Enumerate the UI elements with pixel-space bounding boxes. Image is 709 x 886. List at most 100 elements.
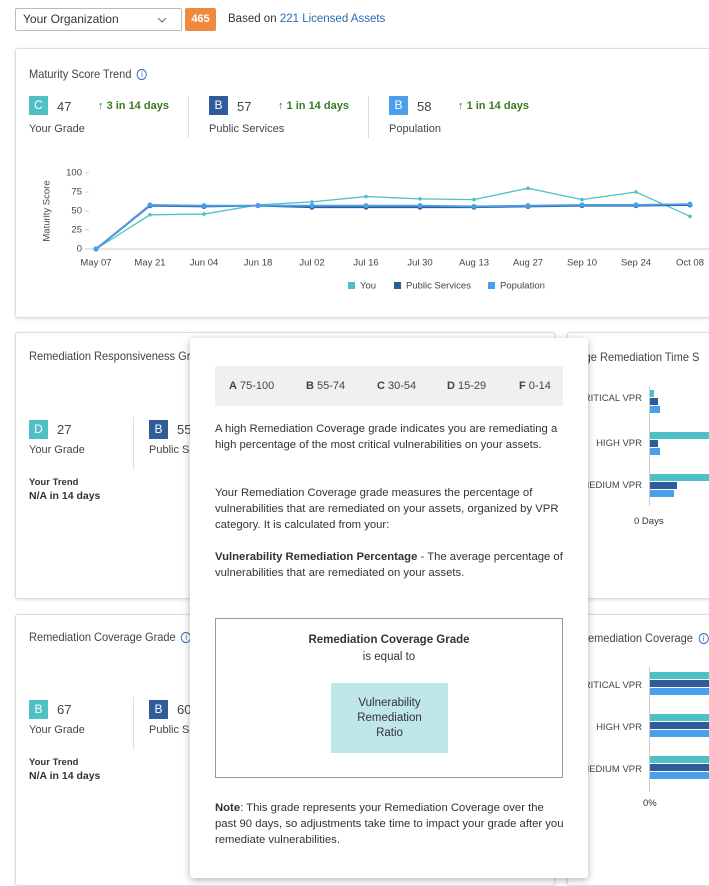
- legend-swatch: [394, 282, 401, 289]
- row-label: MEDIUM VPR: [581, 480, 642, 491]
- separator: [188, 96, 189, 138]
- point: [148, 213, 152, 217]
- point: [93, 246, 99, 252]
- point: [526, 186, 530, 190]
- axis: [649, 386, 650, 506]
- y-tick-label: 50: [71, 206, 82, 217]
- point: [687, 201, 693, 207]
- note-label: Note: [215, 802, 241, 814]
- note: Note: This grade represents your Remedia…: [215, 800, 567, 848]
- formula-sub: is equal to: [362, 651, 416, 663]
- licensed-assets-link[interactable]: 221 Licensed Assets: [279, 13, 386, 25]
- trend-label: Your Trend: [29, 757, 79, 768]
- bar: [650, 672, 709, 679]
- axis-label: 0 Days: [634, 516, 664, 527]
- x-tick-label: Aug 13: [459, 258, 489, 269]
- point: [579, 202, 585, 208]
- bar: [650, 432, 709, 439]
- point: [472, 197, 476, 202]
- grade-letter: C: [377, 380, 385, 392]
- row-label: CRITICAL VPR: [576, 393, 642, 404]
- grade-label: Population: [389, 123, 441, 135]
- axis: [649, 667, 650, 792]
- grade-range-text: 15-29: [458, 380, 487, 392]
- grade-label: Your Grade: [29, 444, 85, 456]
- title-text: Remediation Coverage Grade: [29, 630, 176, 644]
- grade-change: ↑ 3 in 14 days: [98, 100, 169, 112]
- grade-badge: C: [29, 96, 48, 115]
- grade-letter: A: [229, 380, 237, 392]
- maturity-card: [15, 48, 709, 318]
- page: Your Organization 465 Based on 221 Licen…: [15, 8, 709, 886]
- x-tick-label: May 07: [80, 258, 111, 269]
- separator: [133, 417, 134, 469]
- coverage-chart-title: Remediation Coverage i: [580, 631, 709, 645]
- y-tick-label: 75: [71, 187, 82, 198]
- separator: [368, 96, 369, 138]
- bar: [650, 398, 658, 405]
- trend-label: Your Trend: [29, 477, 79, 488]
- series-line: [95, 204, 691, 250]
- trend-value: N/A in 14 days: [29, 490, 101, 502]
- formula-title: Remediation Coverage Grade: [308, 634, 470, 646]
- grade-score: 55: [177, 422, 192, 437]
- bar: [650, 482, 677, 489]
- axis-label: 0%: [643, 798, 657, 809]
- info-icon[interactable]: i: [698, 633, 709, 644]
- point: [418, 197, 422, 201]
- responsiveness-title: Remediation Responsiveness Grade: [29, 349, 209, 363]
- grade-change: ↑ 1 in 14 days: [458, 100, 529, 112]
- grade-score: 57: [237, 99, 252, 114]
- bar: [650, 448, 660, 455]
- asset-badge: 465: [185, 8, 216, 31]
- org-select[interactable]: Your Organization: [15, 8, 182, 31]
- x-tick-label: Jul 30: [407, 258, 432, 269]
- bar: [650, 474, 709, 481]
- y-tick-label: 25: [71, 225, 82, 236]
- legend-swatch: [488, 282, 495, 289]
- point: [201, 203, 207, 209]
- info-icon[interactable]: i: [136, 69, 148, 80]
- maturity-title: Maturity Score Trend i: [29, 67, 148, 81]
- grade-letter: B: [306, 380, 314, 392]
- grade-badge: B: [149, 700, 168, 719]
- point: [580, 197, 584, 202]
- point: [525, 203, 531, 209]
- change-text: 1 in 14 days: [286, 100, 349, 112]
- paragraph: Your Remediation Coverage grade measures…: [215, 487, 559, 531]
- coverage-chart-card: Remediation Coverage i CRITICAL VPR HIGH …: [567, 614, 709, 886]
- grade-badge: B: [29, 700, 48, 719]
- grade-label: Public Services: [209, 123, 285, 135]
- change-text: 3 in 14 days: [106, 100, 169, 112]
- row-label: MEDIUM VPR: [581, 764, 642, 775]
- grade-label: Your Grade: [29, 724, 85, 736]
- bar: [650, 772, 709, 779]
- x-tick-label: May 21: [134, 258, 165, 269]
- based-on-text: Based on: [228, 13, 277, 25]
- x-tick-label: Sep 24: [621, 258, 651, 269]
- formula-box: [215, 618, 563, 778]
- bar: [650, 714, 709, 721]
- y-tick-label: 100: [66, 168, 82, 179]
- bar: [650, 688, 709, 695]
- legend-label: You: [360, 281, 376, 292]
- up-arrow: ↑: [98, 100, 107, 112]
- x-tick-label: Jul 16: [353, 258, 378, 269]
- chevron: [158, 18, 166, 23]
- grade-range: C 30-54: [377, 380, 416, 392]
- legend-label: Population: [500, 281, 545, 292]
- row-label: HIGH VPR: [596, 722, 642, 733]
- point: [202, 212, 206, 216]
- point: [471, 203, 477, 209]
- bar: [650, 722, 709, 729]
- grade-change: ↑ 1 in 14 days: [278, 100, 349, 112]
- bar: [650, 756, 709, 763]
- trend-value: N/A in 14 days: [29, 770, 101, 782]
- grade-score: 27: [57, 422, 72, 437]
- grade-range: B 55-74: [306, 380, 345, 392]
- title-text: Remediation Coverage: [580, 631, 693, 645]
- up-arrow: ↑: [458, 100, 467, 112]
- y-axis-label: Maturity Score: [42, 180, 53, 241]
- title-text: Maturity Score Trend: [29, 67, 132, 81]
- grade-letter: D: [447, 380, 455, 392]
